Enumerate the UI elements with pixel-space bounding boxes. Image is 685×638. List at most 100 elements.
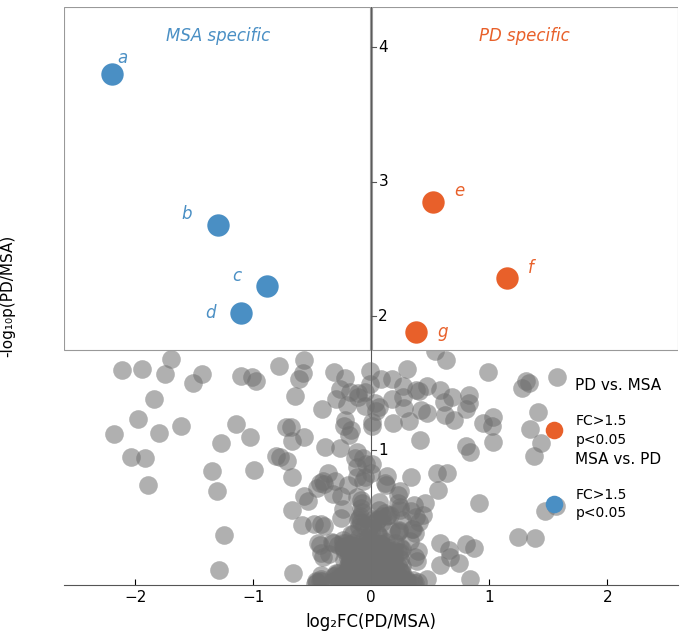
Point xyxy=(364,523,375,533)
Point xyxy=(529,450,540,461)
Point xyxy=(530,533,540,544)
Point xyxy=(384,567,395,577)
Point xyxy=(549,499,560,509)
Point xyxy=(403,417,414,427)
Point xyxy=(368,549,379,560)
Point xyxy=(440,410,451,420)
Point xyxy=(298,368,309,378)
Point xyxy=(211,486,222,496)
Point xyxy=(396,567,407,577)
Point xyxy=(331,570,342,580)
Point xyxy=(376,538,387,549)
Point xyxy=(330,568,341,578)
Point xyxy=(338,579,349,589)
Point xyxy=(366,565,377,575)
Point xyxy=(461,441,472,451)
Point xyxy=(379,559,390,569)
Text: PD vs. MSA: PD vs. MSA xyxy=(575,378,662,392)
Point xyxy=(362,567,373,577)
Text: PD specific: PD specific xyxy=(479,27,570,45)
Point xyxy=(392,577,403,588)
Point xyxy=(357,498,368,508)
Point xyxy=(395,575,406,586)
Point xyxy=(346,554,357,565)
Point xyxy=(364,366,375,376)
Text: MSA specific: MSA specific xyxy=(166,27,270,45)
Point xyxy=(371,546,382,556)
Point xyxy=(359,577,370,588)
Point xyxy=(375,557,386,567)
Point xyxy=(360,558,371,568)
Point xyxy=(356,545,367,556)
Point xyxy=(318,521,329,531)
Point xyxy=(516,383,527,393)
Point xyxy=(350,545,361,555)
Point xyxy=(363,556,374,567)
Point xyxy=(362,560,373,570)
Point xyxy=(318,476,329,486)
Point xyxy=(403,577,414,587)
Point xyxy=(381,479,392,489)
Point xyxy=(382,542,393,552)
Text: 2: 2 xyxy=(378,309,388,323)
Point xyxy=(374,541,385,551)
Point xyxy=(368,552,379,562)
Text: 1: 1 xyxy=(378,443,388,458)
Point xyxy=(464,390,475,400)
Point xyxy=(410,578,421,588)
Point xyxy=(274,452,285,462)
Point xyxy=(323,549,334,560)
Point xyxy=(393,561,403,571)
Point xyxy=(383,579,394,589)
Text: 4: 4 xyxy=(378,40,388,55)
Point xyxy=(347,540,358,551)
Point xyxy=(375,545,386,555)
Point xyxy=(363,545,374,556)
Point xyxy=(354,532,365,542)
Point xyxy=(366,556,377,567)
Point xyxy=(369,566,379,576)
Point xyxy=(410,528,421,538)
Point xyxy=(346,570,357,581)
Point xyxy=(350,579,361,589)
Point xyxy=(369,558,379,568)
Point xyxy=(444,545,455,555)
Point xyxy=(335,491,346,501)
Point xyxy=(358,570,369,581)
Point xyxy=(407,524,418,534)
Point xyxy=(341,575,352,585)
Point xyxy=(378,569,389,579)
Point xyxy=(352,576,363,586)
Point xyxy=(358,521,369,531)
Point xyxy=(395,567,406,577)
Point xyxy=(389,538,400,548)
Point xyxy=(367,574,378,584)
Point xyxy=(377,567,388,577)
Point xyxy=(361,538,372,548)
Point xyxy=(439,396,450,406)
Point xyxy=(350,565,361,575)
Point xyxy=(379,546,390,556)
Point xyxy=(341,538,352,548)
Point xyxy=(358,541,369,551)
Point xyxy=(281,422,292,432)
Point xyxy=(388,575,399,585)
Point xyxy=(395,576,406,586)
Point xyxy=(315,478,326,488)
Point xyxy=(363,560,374,570)
Point xyxy=(344,429,355,440)
Point xyxy=(338,538,349,549)
Point xyxy=(373,563,384,574)
Point xyxy=(549,425,560,435)
Point xyxy=(413,546,424,556)
Point xyxy=(315,519,326,529)
Point xyxy=(290,391,301,401)
Point xyxy=(408,523,419,533)
Point xyxy=(345,564,356,574)
Point xyxy=(207,466,218,476)
Point xyxy=(385,569,396,579)
Point xyxy=(401,574,412,584)
Point xyxy=(371,573,382,583)
Point xyxy=(319,478,329,489)
Point xyxy=(236,308,247,318)
